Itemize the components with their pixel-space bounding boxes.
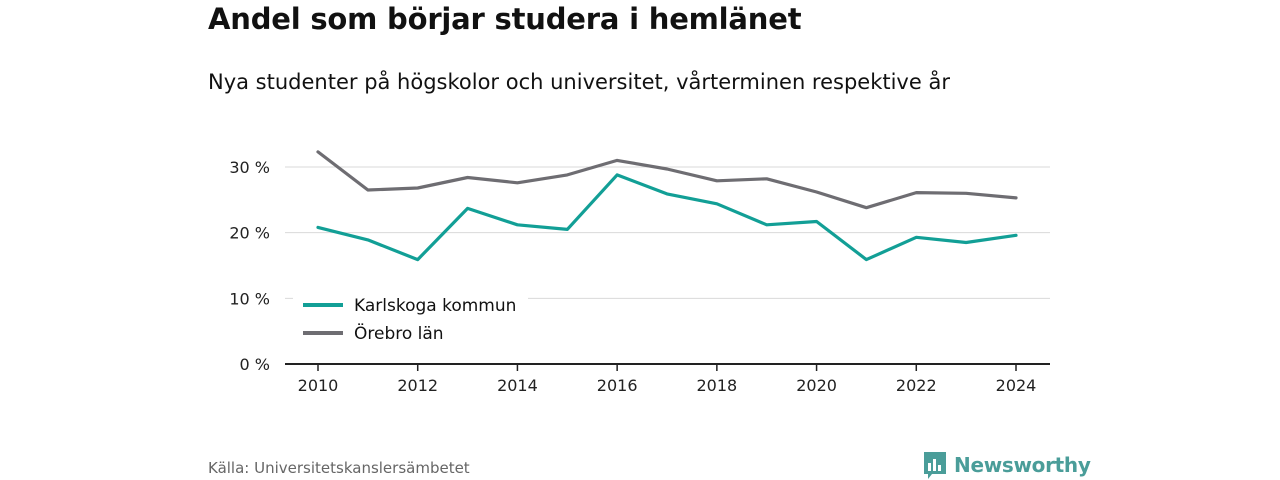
chart-subtitle: Nya studenter på högskolor och universit… (208, 70, 950, 94)
x-tick-label: 2020 (796, 376, 837, 395)
series-line-orebro (316, 150, 1018, 210)
x-tick-label: 2012 (397, 376, 438, 395)
x-tick-label: 2018 (696, 376, 737, 395)
brand-logo: Newsworthy (922, 450, 1091, 480)
grid-lines (285, 166, 1050, 299)
series-line-karlskoga (316, 173, 1018, 262)
bar-chart-speech-bubble-icon (924, 452, 946, 479)
line-chart: 0 % 10 % 20 % 30 % 2010 2012 2014 2016 2018 2020… (229, 150, 1050, 395)
x-tick-label: 2014 (497, 376, 538, 395)
x-tick-label: 2016 (597, 376, 638, 395)
x-tick-label: 2022 (896, 376, 937, 395)
series-lines (316, 150, 1018, 262)
y-tick-label: 30 % (229, 158, 270, 177)
x-tick-label: 2010 (298, 376, 339, 395)
chart-title: Andel som börjar studera i hemlänet (208, 2, 802, 36)
x-tick-label: 2024 (996, 376, 1037, 395)
legend-label: Örebro län (354, 322, 444, 344)
x-axis-ticks: 2010 2012 2014 2016 2018 2020 2022 2024 (298, 364, 1037, 395)
legend-label: Karlskoga kommun (354, 296, 516, 316)
legend: Karlskoga kommun Örebro län (293, 290, 528, 348)
legend-background (293, 290, 528, 348)
y-tick-label: 0 % (240, 355, 270, 374)
source-note: Källa: Universitetskanslersämbetet (208, 459, 470, 477)
brand-name: Newsworthy (954, 453, 1091, 477)
y-tick-label: 20 % (229, 224, 270, 243)
y-axis-labels: 0 % 10 % 20 % 30 % (229, 158, 270, 374)
y-tick-label: 10 % (229, 289, 270, 308)
